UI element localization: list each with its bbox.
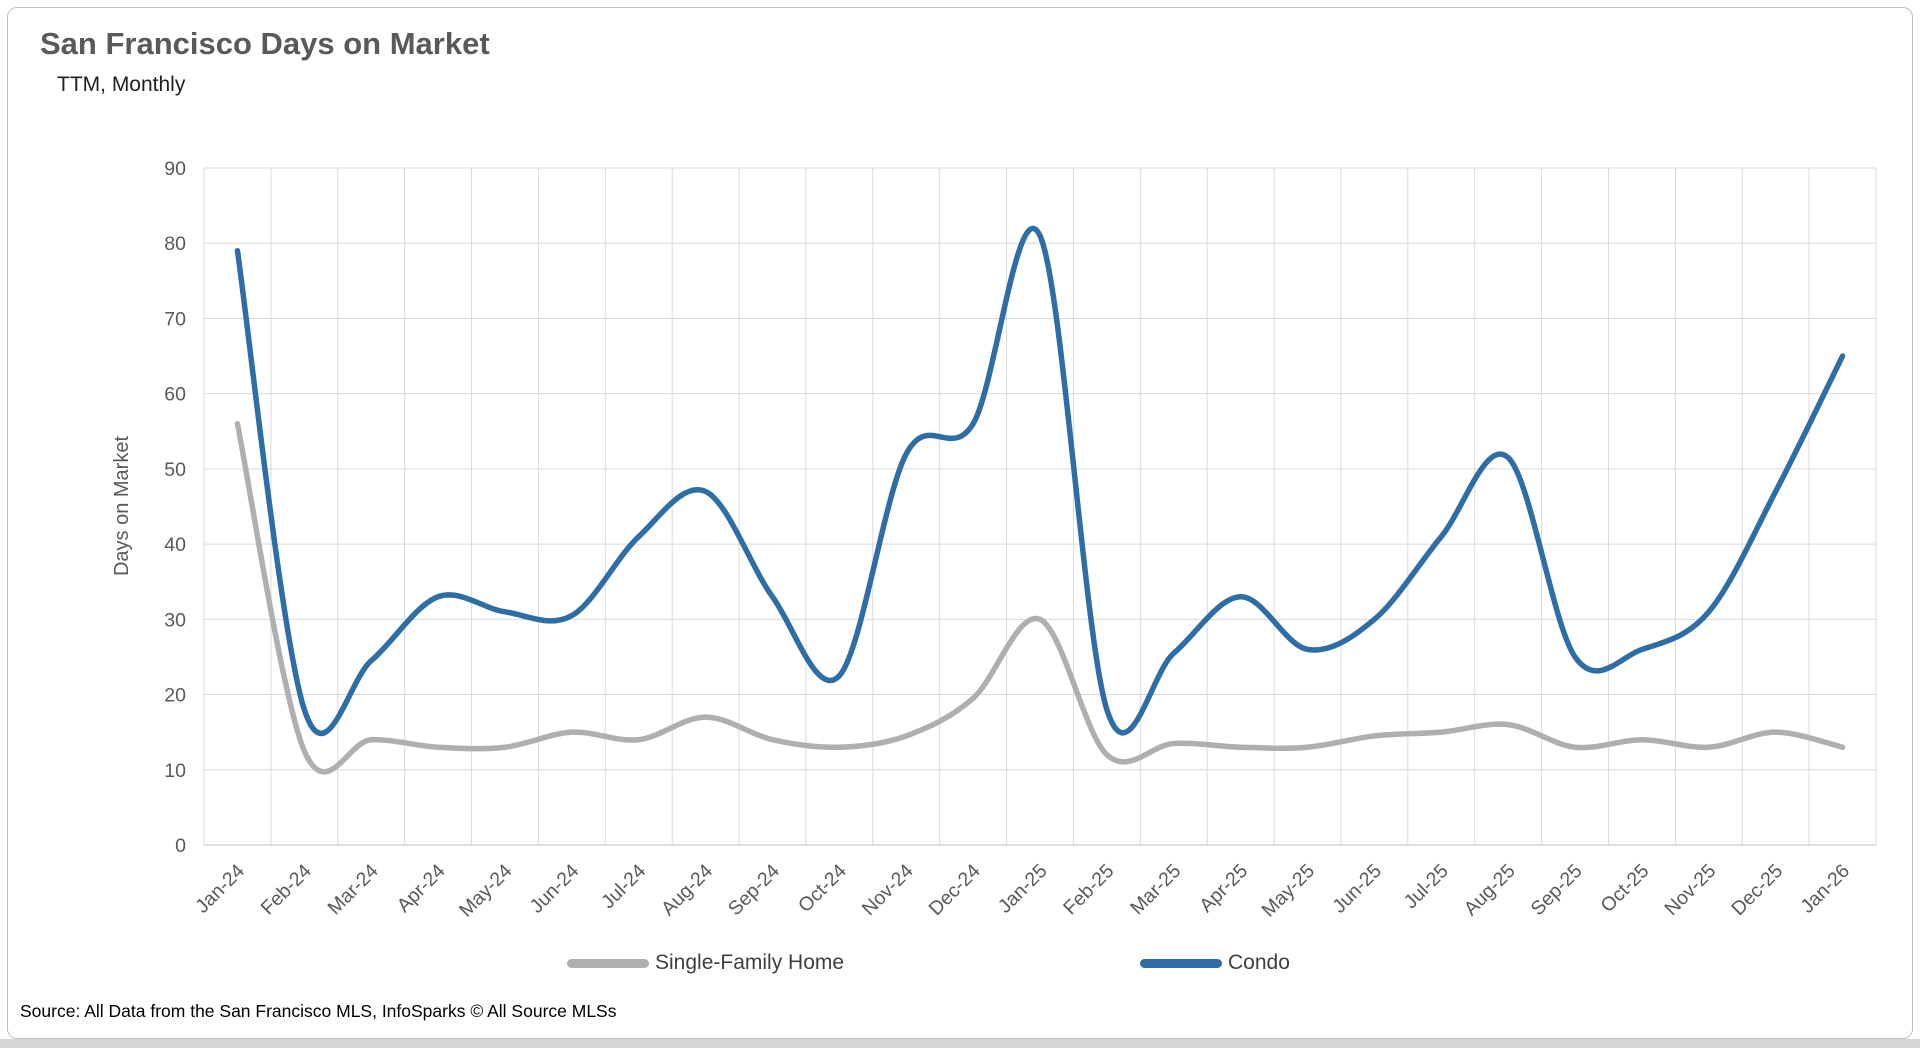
svg-text:Nov-24: Nov-24 <box>858 860 918 920</box>
y-axis-tick-labels: 0 10 20 30 40 50 60 70 80 90 <box>164 158 186 857</box>
svg-text:May-25: May-25 <box>1258 860 1320 922</box>
svg-text:Dec-25: Dec-25 <box>1727 860 1787 920</box>
svg-text:Jun-24: Jun-24 <box>526 860 584 918</box>
svg-text:Nov-25: Nov-25 <box>1660 860 1720 920</box>
svg-text:Feb-25: Feb-25 <box>1059 860 1118 919</box>
bottom-edge-strip <box>0 1039 1920 1048</box>
svg-text:50: 50 <box>164 459 186 481</box>
svg-text:Aug-24: Aug-24 <box>657 860 717 920</box>
legend-label-single-family-home: Single-Family Home <box>655 951 845 974</box>
svg-text:May-24: May-24 <box>455 860 517 922</box>
source-note: Source: All Data from the San Francisco … <box>20 1001 617 1021</box>
svg-text:Apr-24: Apr-24 <box>393 860 450 917</box>
svg-text:70: 70 <box>164 308 186 330</box>
legend-item-single-family-home: Single-Family Home <box>567 951 844 975</box>
svg-text:Jul-24: Jul-24 <box>597 860 650 913</box>
svg-text:90: 90 <box>164 158 186 180</box>
page-title: San Francisco Days on Market <box>40 26 490 61</box>
svg-text:40: 40 <box>164 534 186 556</box>
svg-text:Aug-25: Aug-25 <box>1460 860 1520 920</box>
svg-text:Oct-25: Oct-25 <box>1597 860 1654 917</box>
series-line-condo <box>234 225 1846 737</box>
svg-text:Jan-24: Jan-24 <box>191 860 249 918</box>
svg-text:30: 30 <box>164 609 186 631</box>
svg-text:Sep-25: Sep-25 <box>1527 860 1587 920</box>
svg-text:10: 10 <box>164 760 186 782</box>
svg-text:Jul-25: Jul-25 <box>1400 860 1453 913</box>
x-axis-tick-labels: Jan-24 Feb-24 Mar-24 Apr-24 May-24 Jun-24 Jul-… <box>191 860 1854 922</box>
single-family-home-swatch <box>567 958 649 968</box>
page-subtitle: TTM, Monthly <box>57 73 186 96</box>
svg-text:Jan-25: Jan-25 <box>994 860 1052 918</box>
svg-text:60: 60 <box>164 384 186 406</box>
legend-item-condo: Condo <box>1140 951 1290 975</box>
svg-text:Jan-26: Jan-26 <box>1796 860 1854 918</box>
svg-text:20: 20 <box>164 685 186 707</box>
svg-text:0: 0 <box>175 835 186 857</box>
svg-text:Dec-24: Dec-24 <box>925 860 985 920</box>
svg-text:Feb-24: Feb-24 <box>257 860 316 919</box>
svg-text:Oct-24: Oct-24 <box>794 860 851 917</box>
legend-label-condo: Condo <box>1228 951 1290 974</box>
condo-swatch <box>1140 958 1222 968</box>
series-line-single-family-home <box>234 421 1846 775</box>
svg-text:Mar-24: Mar-24 <box>323 860 382 919</box>
svg-text:Mar-25: Mar-25 <box>1126 860 1185 919</box>
svg-text:Sep-24: Sep-24 <box>724 860 784 920</box>
svg-text:Apr-25: Apr-25 <box>1195 860 1252 917</box>
svg-text:80: 80 <box>164 233 186 255</box>
y-axis-title: Days on Market <box>111 436 133 576</box>
svg-text:Jun-25: Jun-25 <box>1328 860 1386 918</box>
